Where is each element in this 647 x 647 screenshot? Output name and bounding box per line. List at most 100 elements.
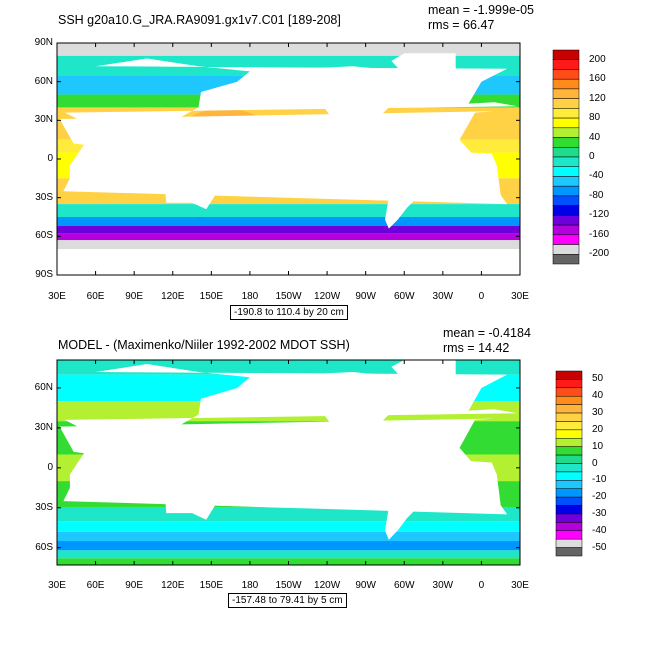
x-tick-label: 90E (125, 291, 144, 302)
land-mask (265, 66, 405, 149)
ssh-band (57, 226, 520, 234)
colorbar-label: 50 (592, 373, 604, 385)
colorbar-label: 20 (592, 423, 604, 435)
colorbar-label: -40 (592, 524, 607, 536)
colorbar-swatch (555, 513, 583, 523)
colorbar-label: 160 (589, 73, 606, 85)
colorbar-swatch (552, 156, 580, 167)
land-mask (378, 146, 437, 229)
contour-range-label: -190.8 to 110.4 by 20 cm (230, 305, 348, 320)
map-field (57, 43, 520, 275)
mean-label: mean = -0.4184 (443, 326, 531, 340)
ssh-band (57, 541, 520, 551)
x-tick-label: 180 (241, 580, 259, 591)
x-tick-label: 150W (275, 291, 302, 302)
colorbar-label: -40 (589, 170, 604, 182)
rms-label: rms = 14.42 (443, 341, 510, 355)
land-mask (378, 454, 437, 540)
x-tick-label: 90E (125, 580, 144, 591)
colorbar-swatch (555, 488, 583, 498)
colorbar-swatch (552, 185, 580, 197)
ssh-band (57, 204, 520, 217)
colorbar-swatch (555, 454, 583, 464)
ssh-band (57, 233, 520, 241)
colorbar-swatch (555, 446, 583, 456)
colorbar-swatch (552, 117, 580, 129)
colorbar-label: -80 (589, 189, 604, 201)
colorbar-label: 40 (592, 390, 604, 402)
colorbar-swatch (552, 98, 580, 109)
y-tick-label: 60S (35, 541, 53, 553)
colorbar-label: -160 (589, 228, 610, 240)
ssh-band (57, 550, 520, 559)
colorbar-swatch (555, 421, 583, 431)
colorbar-swatch (555, 522, 583, 532)
map-field (57, 360, 520, 565)
land-mask (391, 360, 456, 388)
colorbar-label: -30 (592, 507, 607, 519)
colorbar-label: 40 (589, 131, 601, 143)
x-tick-label: 30E (511, 291, 529, 302)
colorbar-swatch (552, 137, 580, 148)
colorbar-swatch (555, 480, 583, 489)
chart-title: MODEL - (Maximenko/Niiler 1992-2002 MDOT… (58, 338, 350, 352)
colorbar-swatch (552, 215, 580, 226)
colorbar-swatch (555, 395, 583, 405)
colorbar-swatch (555, 496, 583, 506)
y-tick-label: 0 (47, 461, 53, 473)
colorbar-swatch (552, 59, 580, 70)
x-tick-label: 60E (86, 291, 105, 302)
x-tick-label: 30W (432, 291, 454, 302)
land-mask (165, 482, 216, 520)
land-mask (64, 58, 518, 149)
y-tick-label: 90S (35, 269, 53, 280)
colorbar-swatch (552, 205, 580, 216)
colorbar-swatch (555, 505, 583, 515)
x-tick-label: 30E (511, 580, 529, 591)
y-tick-label: 60N (34, 381, 53, 393)
contour-range-label: -157.48 to 79.41 by 5 cm (228, 593, 347, 608)
x-tick-label: 30W (432, 580, 454, 591)
colorbar-swatch (555, 429, 583, 439)
y-tick-label: 30N (34, 114, 53, 126)
colorbar-swatch (552, 108, 580, 119)
colorbar-label: -20 (592, 491, 607, 503)
land-mask (265, 372, 405, 458)
colorbar-swatch (555, 530, 583, 540)
colorbar-label: 30 (592, 407, 604, 419)
x-tick-label: 60W (393, 580, 415, 591)
x-tick-label: 90W (355, 291, 376, 302)
x-tick-label: 90W (355, 580, 376, 591)
land-mask (391, 53, 456, 82)
y-tick-label: 30N (34, 421, 53, 433)
colorbar-swatch (552, 244, 580, 255)
land-mask (64, 364, 518, 458)
colorbar-swatch (555, 547, 583, 557)
ssh-band (57, 217, 520, 227)
colorbar-swatch (552, 224, 580, 236)
x-tick-label: 150E (199, 580, 223, 591)
x-tick-label: 120W (314, 580, 341, 591)
ssh-band (57, 240, 520, 250)
x-tick-label: 150W (275, 580, 302, 591)
colorbar-swatch (552, 88, 580, 99)
ssh-band (57, 531, 520, 542)
x-tick-label: 60W (393, 291, 415, 302)
y-tick-label: 30S (35, 501, 53, 513)
colorbar-label: -50 (592, 541, 607, 553)
colorbar-label: -120 (589, 209, 610, 221)
colorbar-swatch (555, 438, 583, 447)
colorbar-swatch (555, 379, 583, 389)
colorbar-label: -10 (592, 474, 607, 486)
colorbar-swatch (555, 387, 583, 397)
colorbar-swatch (555, 463, 583, 473)
colorbar-swatch (552, 147, 580, 158)
colorbar-label: 10 (592, 440, 604, 452)
x-tick-label: 0 (478, 580, 485, 591)
colorbar-swatch (552, 166, 580, 177)
colorbar-label: -200 (589, 248, 610, 260)
colorbar-swatch (552, 176, 580, 187)
colorbar-swatch (552, 234, 580, 245)
colorbar-label: 200 (589, 53, 606, 65)
